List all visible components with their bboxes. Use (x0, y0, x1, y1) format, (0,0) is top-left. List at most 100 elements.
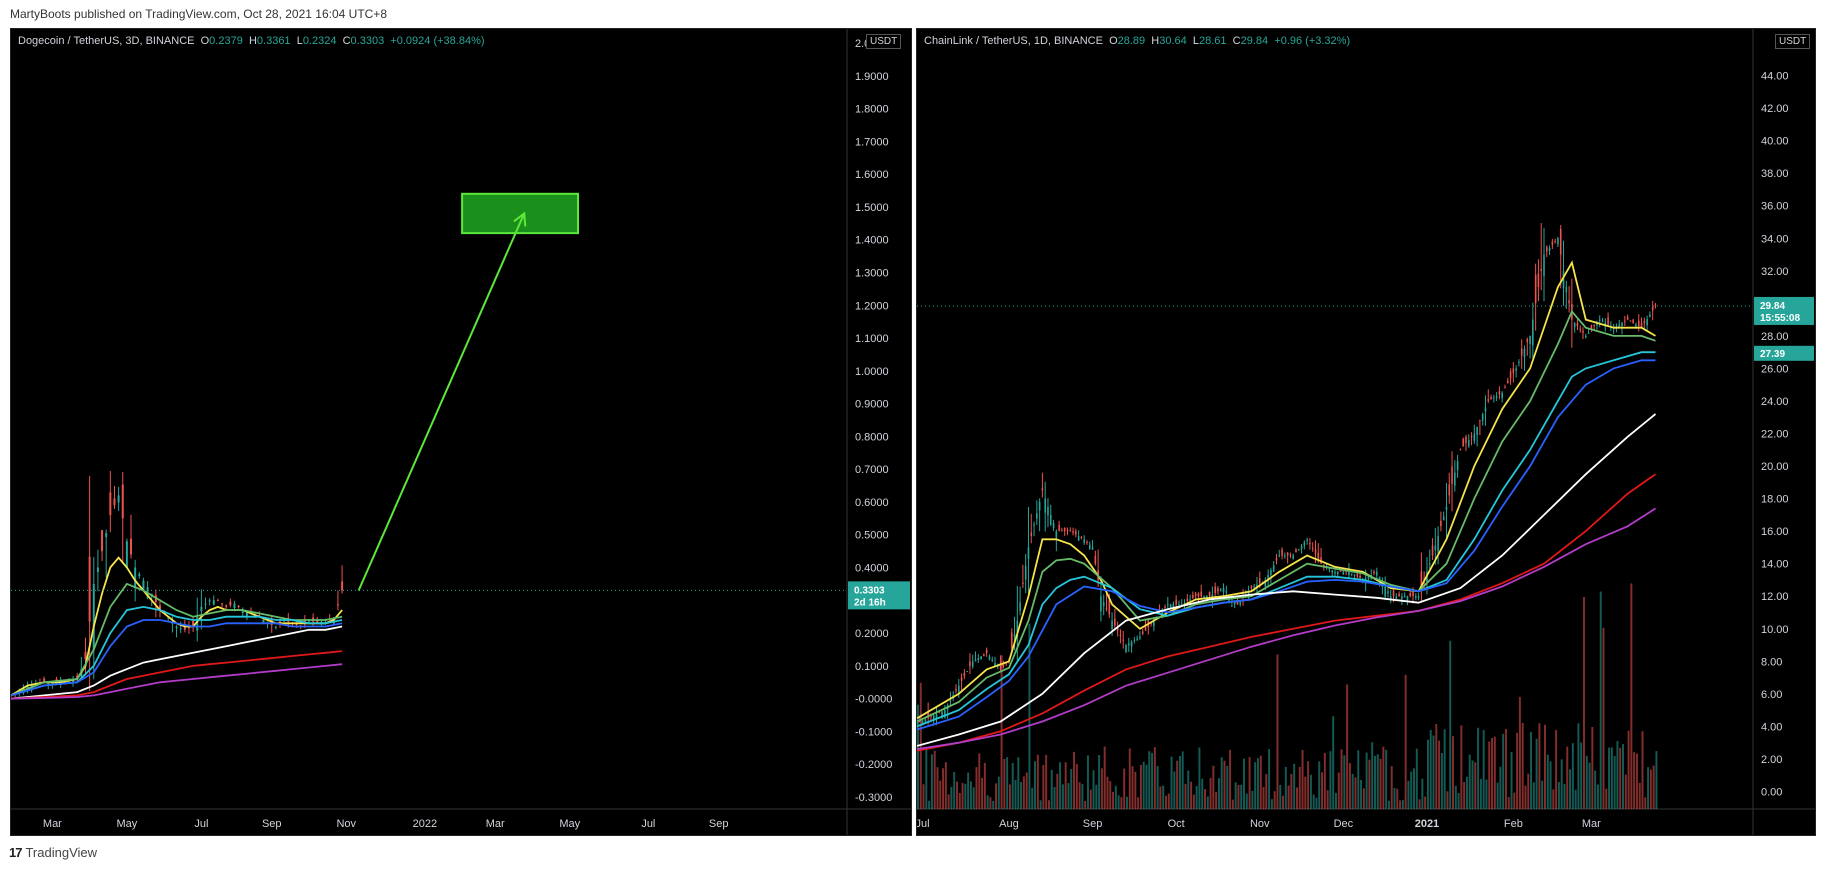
link-y-tick: 26.00 (1761, 363, 1789, 375)
link-candle-body (935, 714, 938, 719)
link-y-tick: 20.00 (1761, 461, 1789, 473)
link-volume-bar (1153, 747, 1156, 809)
link-volume-bar (1251, 790, 1254, 809)
link-volume-bar (1047, 800, 1050, 809)
link-unit-badge[interactable]: USDT (1775, 34, 1811, 49)
link-candle-body (1409, 592, 1412, 597)
link-volume-bar (983, 762, 986, 809)
link-x-tick: Dec (1334, 818, 1354, 830)
doge-chart-canvas[interactable]: -0.3000 -0.2000 -0.1000 -0.0000 0.1000 0.2000… (11, 29, 911, 835)
link-candle-body (1233, 601, 1236, 605)
link-candle-body (1203, 596, 1205, 598)
link-candle-body (1442, 516, 1445, 521)
link-candle-body (1406, 596, 1409, 601)
doge-y-tick: -0.3000 (855, 792, 892, 804)
link-volume-bar (1510, 751, 1513, 809)
doge-unit-badge[interactable]: USDT (866, 34, 902, 49)
link-volume-bar (1307, 761, 1310, 809)
link-volume-bar (1131, 766, 1134, 809)
link-volume-bar (1404, 674, 1407, 809)
doge-candle-body (105, 533, 108, 538)
link-candle-body (944, 710, 946, 718)
link-candle-body (1286, 552, 1289, 556)
link-close: 29.84 (1240, 35, 1269, 47)
link-volume-bar (1387, 800, 1390, 809)
link-chart-canvas[interactable]: 0.00 2.00 4.00 6.00 8.00 10.00 12.00 14.00 16.00… (917, 29, 1815, 835)
link-y-tick: 28.00 (1761, 331, 1789, 343)
link-volume-bar (1399, 800, 1402, 809)
link-volume-bar (1555, 729, 1558, 809)
link-candle-body (1088, 544, 1091, 549)
doge-low: 0.2324 (302, 35, 337, 47)
link-candle-body (985, 649, 988, 654)
link-volume-bar (1290, 773, 1293, 809)
doge-candle-body (88, 556, 91, 622)
link-volume-bar (1368, 759, 1371, 809)
link-candle-body (1618, 324, 1621, 327)
link-volume-bar (1042, 765, 1045, 809)
link-y-tick: 44.00 (1761, 71, 1789, 83)
link-volume-bar (1335, 792, 1337, 809)
link-volume-bar (1028, 623, 1031, 809)
link-volume-bar (1518, 696, 1521, 809)
link-candle-body (1239, 601, 1242, 605)
link-candle-body (1585, 335, 1587, 338)
link-candle-body (1217, 588, 1219, 592)
doge-y-tick: 1.0000 (855, 366, 889, 378)
link-candle-body (969, 661, 971, 667)
link-candle-body (1108, 600, 1111, 615)
link-candle-body (1601, 321, 1604, 323)
link-candle-body (1565, 287, 1568, 293)
link-volume-bar (1276, 654, 1279, 809)
link-symbol: ChainLink / TetherUS, 1D, BINANCE (924, 35, 1103, 47)
doge-chart-panel[interactable]: -0.3000 -0.2000 -0.1000 -0.0000 0.1000 0.2000… (10, 28, 912, 836)
link-candle-body (949, 700, 952, 702)
link-volume-bar (992, 800, 995, 809)
link-ema-label-bg (1754, 345, 1814, 361)
link-candle-body (983, 654, 985, 656)
link-candle-body (1247, 591, 1250, 595)
link-candle-body (1629, 320, 1632, 322)
link-candle-body (1504, 387, 1506, 389)
link-volume-bar (1546, 754, 1549, 809)
link-candle-body (1281, 549, 1283, 556)
link-candle-body (1024, 565, 1027, 580)
link-candle-body (1434, 545, 1437, 551)
link-volume-bar (1095, 784, 1098, 809)
link-volume-bar (925, 748, 928, 809)
link-volume-bar (1571, 743, 1574, 809)
link-candle-body (1462, 438, 1464, 447)
link-x-tick: Mar (1582, 818, 1601, 830)
link-volume-bar (1237, 784, 1240, 809)
link-candle-body (1072, 531, 1074, 533)
link-candle-body (1506, 380, 1509, 384)
link-volume-bar (1022, 776, 1025, 809)
link-y-tick: 34.00 (1761, 233, 1789, 245)
doge-candle-body (237, 605, 240, 607)
link-candle-body (1284, 555, 1286, 557)
link-candle-body (1490, 396, 1492, 400)
link-volume-bar (1287, 785, 1290, 809)
link-volume-bar (1591, 727, 1594, 809)
link-candle-body (1428, 563, 1431, 565)
link-volume-bar (1471, 760, 1474, 809)
link-volume-bar (930, 754, 933, 809)
footer-brand[interactable]: 17 TradingView (9, 845, 97, 860)
link-candle-body (1479, 419, 1481, 421)
doge-projection-arrow (357, 213, 526, 591)
link-volume-bar (978, 753, 981, 809)
doge-candle-body (84, 651, 87, 660)
doge-candle-body (113, 498, 116, 506)
doge-candle-body (196, 616, 199, 631)
link-chart-panel[interactable]: 0.00 2.00 4.00 6.00 8.00 10.00 12.00 14.00 16.00… (916, 28, 1816, 836)
link-volume-bar (1610, 747, 1613, 809)
link-volume-bar (1000, 655, 1003, 809)
link-candle-body (1487, 399, 1490, 401)
link-candle-body (1105, 608, 1108, 610)
link-x-tick: Aug (999, 818, 1019, 830)
doge-price-label: 0.3303 (854, 585, 885, 596)
doge-ma-line (11, 605, 343, 697)
link-volume-bar (1159, 786, 1162, 809)
link-volume-bar (1293, 763, 1296, 809)
link-candle-body (1582, 330, 1584, 333)
